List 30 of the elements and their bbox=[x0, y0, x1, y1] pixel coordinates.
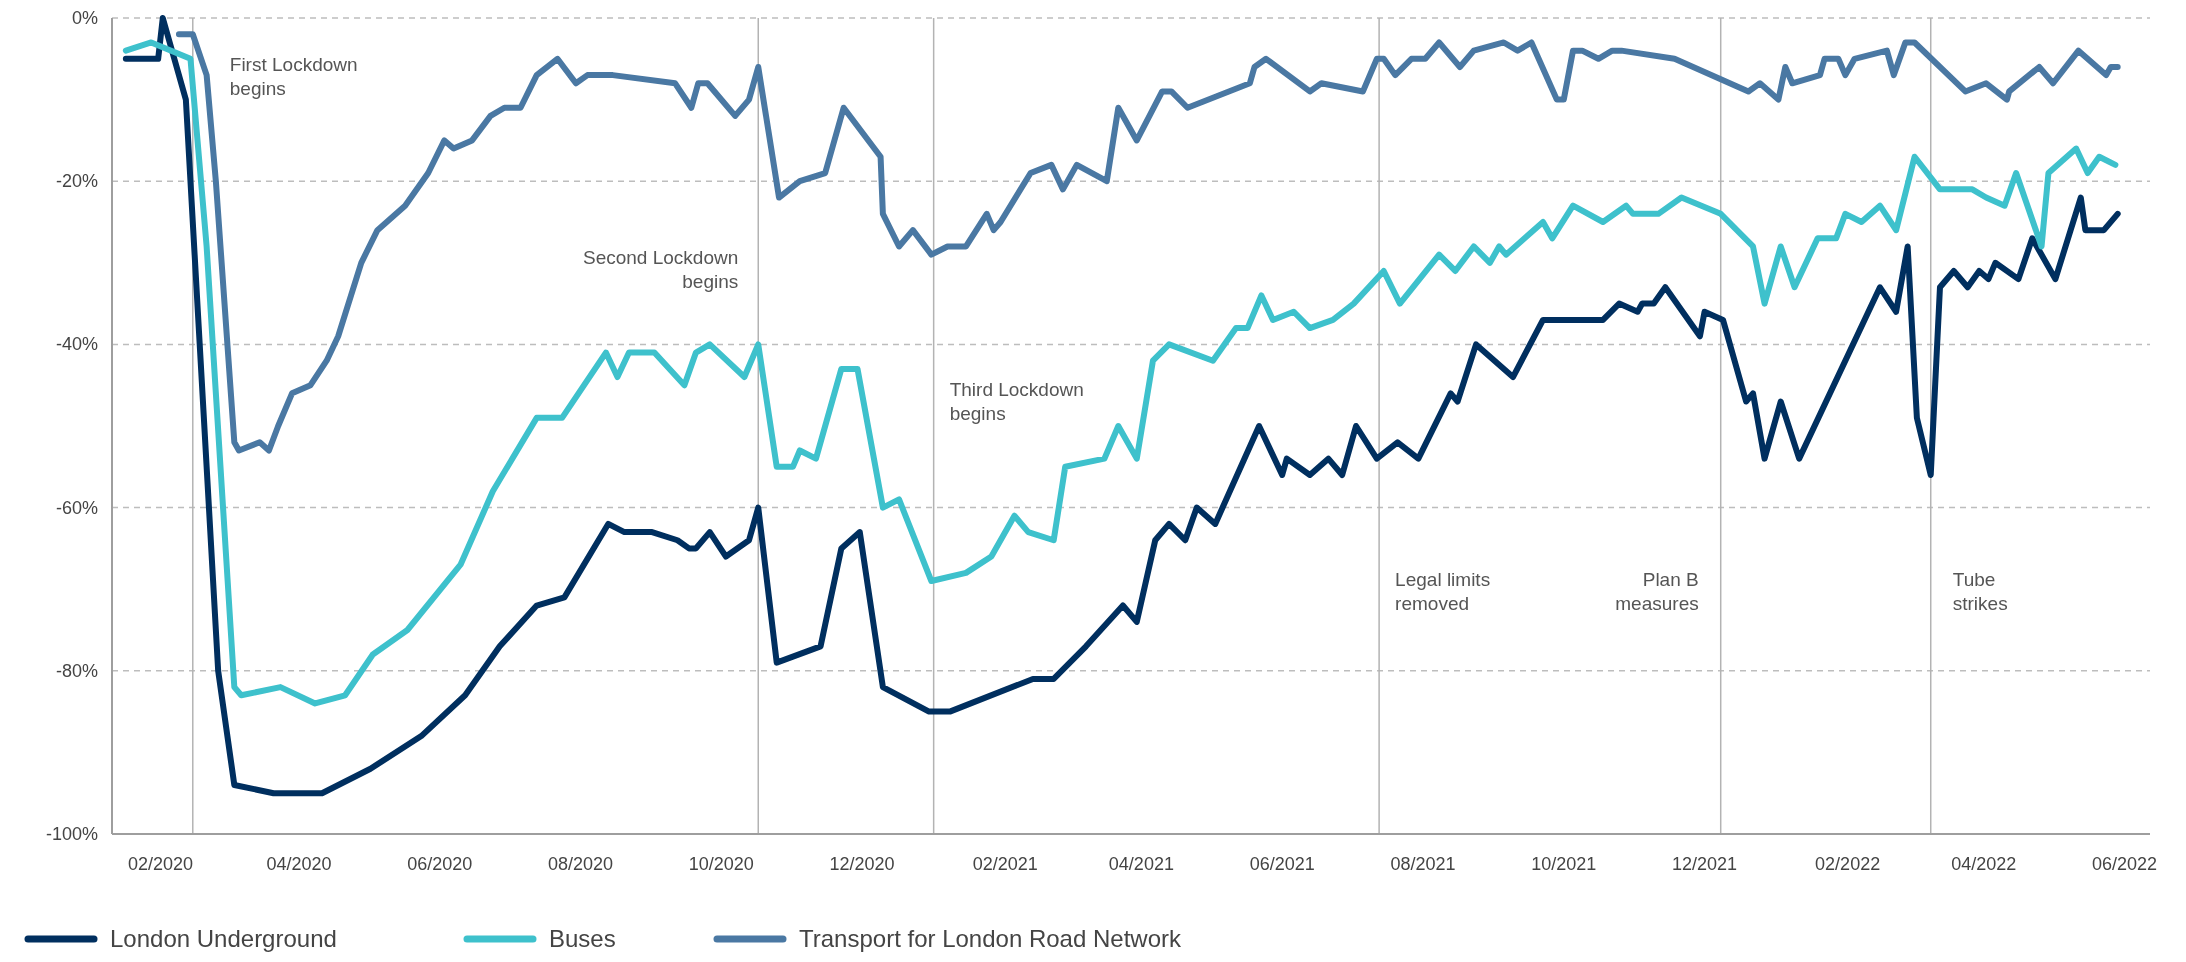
x-tick-label: 06/2022 bbox=[2092, 854, 2158, 874]
x-tick-label: 02/2022 bbox=[1815, 854, 1881, 874]
legend-label: Transport for London Road Network bbox=[799, 925, 1182, 952]
x-tick-label: 02/2020 bbox=[127, 854, 194, 874]
ref-line-label: Second Lockdown begins bbox=[582, 247, 739, 292]
y-tick-label: 0% bbox=[71, 8, 98, 28]
ref-line-label: Legal limits removed bbox=[1395, 569, 1491, 614]
x-tick-label: 04/2020 bbox=[266, 854, 332, 874]
y-tick-label: -80% bbox=[55, 660, 98, 681]
ref-line-label: Tube strikes bbox=[1952, 569, 2008, 614]
x-tick-label: 10/2021 bbox=[1531, 854, 1597, 874]
x-tick-label: 06/2020 bbox=[407, 854, 473, 874]
y-tick-label: -60% bbox=[55, 497, 98, 518]
x-tick-label: 08/2021 bbox=[1390, 854, 1456, 874]
y-tick-label: -100% bbox=[45, 824, 98, 844]
x-tick-label: 12/2020 bbox=[829, 854, 895, 874]
x-tick-label: 10/2020 bbox=[688, 854, 754, 874]
y-tick-label: -40% bbox=[55, 334, 98, 355]
legend-label: Buses bbox=[549, 925, 616, 952]
x-tick-label: 04/2022 bbox=[1951, 854, 2017, 874]
x-tick-label: 12/2021 bbox=[1672, 854, 1738, 874]
x-tick-label: 06/2021 bbox=[1249, 854, 1315, 874]
ref-line-label: Plan B measures bbox=[1615, 569, 1699, 614]
y-tick-label: -20% bbox=[55, 171, 98, 192]
x-tick-label: 02/2021 bbox=[972, 854, 1038, 874]
x-tick-label: 04/2021 bbox=[1108, 854, 1174, 874]
ref-line-label: Third Lockdown begins bbox=[949, 379, 1084, 424]
ref-line-label: First Lockdown begins bbox=[229, 54, 358, 99]
x-tick-label: 08/2020 bbox=[547, 854, 614, 874]
legend-label: London Underground bbox=[110, 925, 337, 952]
